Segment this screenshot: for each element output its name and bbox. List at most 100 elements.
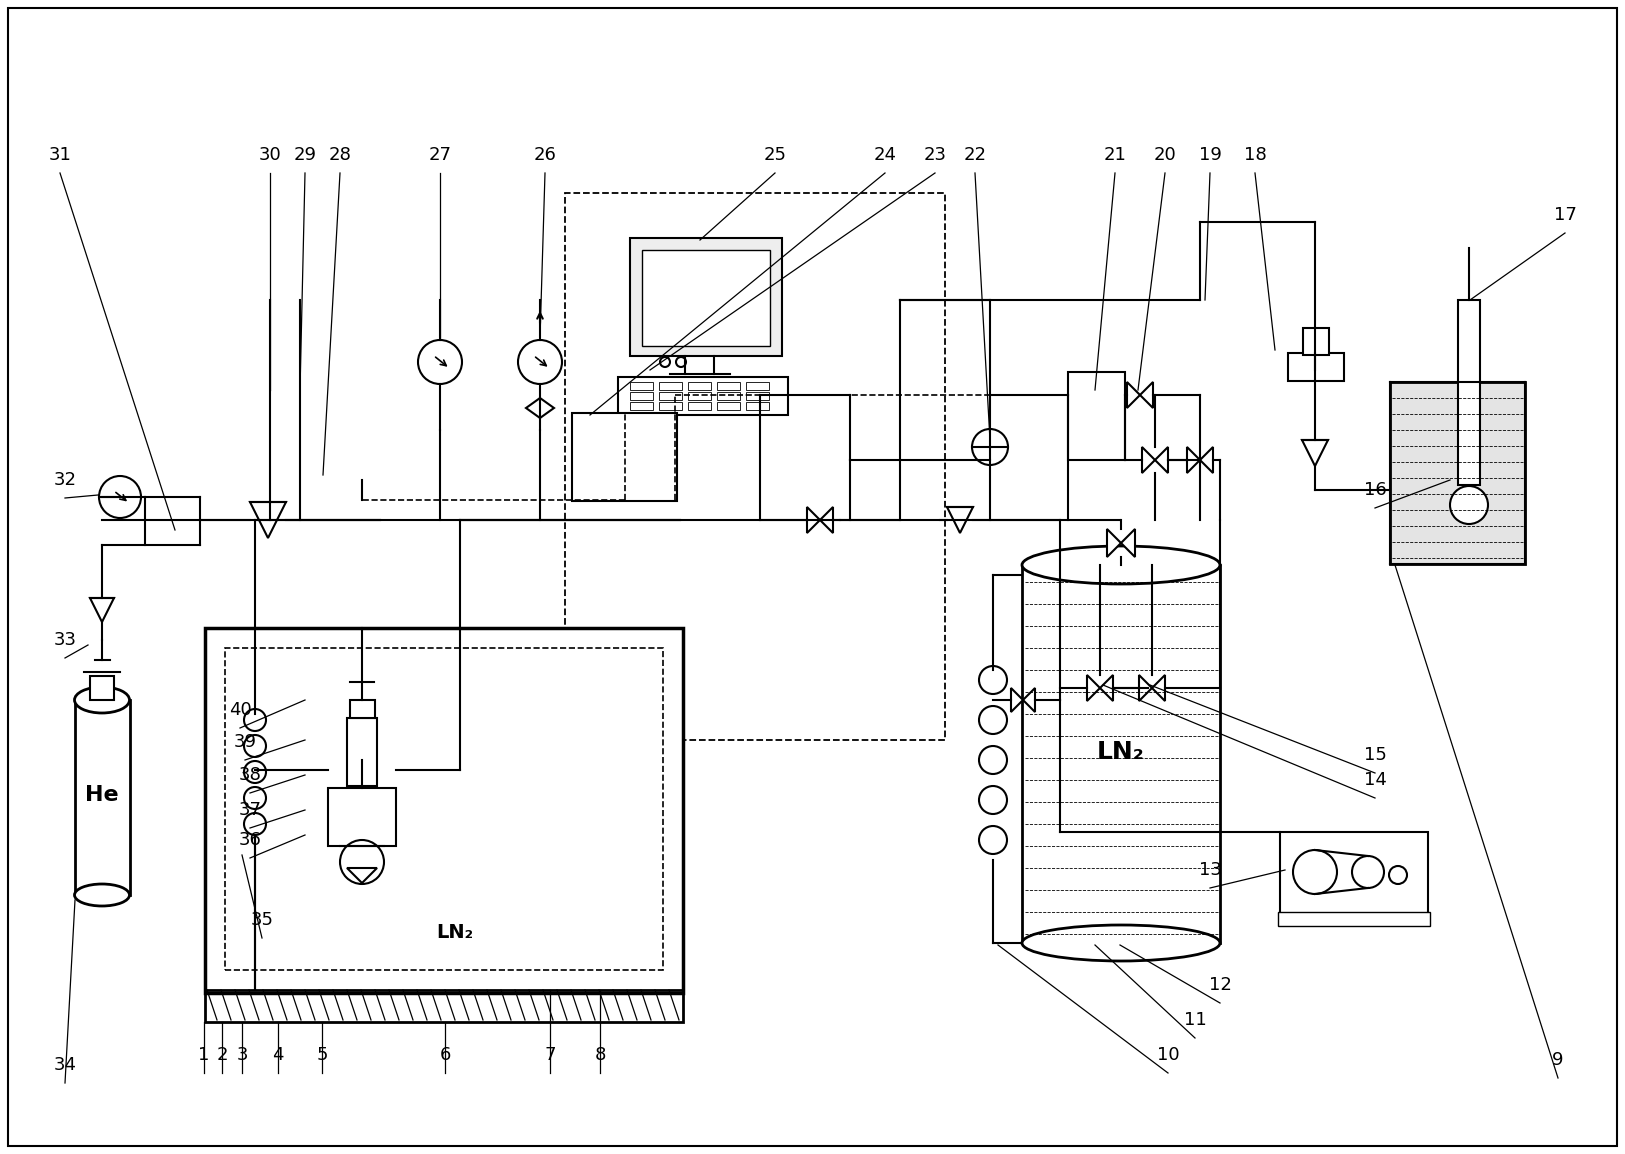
Circle shape	[972, 429, 1008, 465]
Bar	[746, 382, 769, 390]
Polygon shape	[1087, 675, 1100, 700]
Text: He: He	[84, 785, 119, 805]
Polygon shape	[348, 868, 377, 883]
Polygon shape	[808, 507, 821, 533]
Ellipse shape	[1022, 926, 1220, 961]
Polygon shape	[89, 598, 114, 622]
Bar	[1289, 353, 1344, 381]
Text: 16: 16	[1363, 481, 1386, 499]
Bar	[630, 382, 653, 390]
Bar	[717, 392, 739, 400]
Text: 22: 22	[964, 147, 986, 164]
Text: 34: 34	[54, 1056, 76, 1074]
Polygon shape	[821, 507, 834, 533]
Text: LN₂: LN₂	[1097, 740, 1146, 764]
Text: 24: 24	[874, 147, 897, 164]
Polygon shape	[947, 507, 973, 533]
Bar	[642, 250, 770, 346]
Ellipse shape	[75, 687, 130, 713]
Bar	[75, 700, 130, 896]
Bar	[687, 392, 712, 400]
Text: 3: 3	[236, 1046, 247, 1064]
Bar	[1068, 372, 1124, 460]
Polygon shape	[1142, 447, 1155, 473]
Bar	[717, 382, 739, 390]
Text: 19: 19	[1199, 147, 1222, 164]
Text: 2: 2	[216, 1046, 228, 1064]
Bar	[348, 718, 377, 786]
Text: 40: 40	[229, 700, 252, 719]
Text: 5: 5	[317, 1046, 328, 1064]
Text: 20: 20	[1154, 147, 1176, 164]
Bar	[89, 676, 114, 700]
Polygon shape	[1128, 382, 1141, 409]
Polygon shape	[1152, 675, 1165, 700]
Circle shape	[518, 340, 562, 384]
Text: 39: 39	[234, 733, 257, 751]
Text: 28: 28	[328, 147, 351, 164]
Text: 10: 10	[1157, 1046, 1180, 1064]
Bar	[630, 238, 782, 355]
Bar	[572, 413, 678, 501]
Bar	[660, 392, 682, 400]
Ellipse shape	[75, 884, 130, 906]
Text: LN₂: LN₂	[437, 922, 473, 942]
Text: 7: 7	[544, 1046, 556, 1064]
Circle shape	[1450, 486, 1488, 524]
Text: 21: 21	[1103, 147, 1126, 164]
Bar	[618, 377, 788, 415]
Text: 12: 12	[1209, 976, 1232, 994]
Text: 4: 4	[273, 1046, 284, 1064]
Bar	[660, 402, 682, 410]
Text: 1: 1	[198, 1046, 210, 1064]
Bar	[349, 700, 375, 718]
Text: 32: 32	[54, 471, 76, 489]
Bar	[1389, 382, 1524, 564]
Bar	[1303, 328, 1329, 355]
Bar	[630, 402, 653, 410]
Ellipse shape	[1022, 546, 1220, 584]
Text: 8: 8	[595, 1046, 606, 1064]
Bar	[630, 392, 653, 400]
Polygon shape	[1107, 529, 1121, 557]
Bar	[687, 382, 712, 390]
Text: 15: 15	[1363, 745, 1386, 764]
Text: 33: 33	[54, 631, 76, 649]
Circle shape	[418, 340, 461, 384]
Bar	[717, 402, 739, 410]
Bar	[687, 402, 712, 410]
Text: 36: 36	[239, 831, 262, 849]
Polygon shape	[1141, 382, 1154, 409]
Text: 17: 17	[1554, 207, 1576, 224]
Text: 6: 6	[439, 1046, 450, 1064]
Polygon shape	[1186, 447, 1199, 473]
Text: 25: 25	[764, 147, 786, 164]
Text: 26: 26	[533, 147, 556, 164]
Bar	[1280, 832, 1428, 914]
Bar	[660, 382, 682, 390]
Bar	[205, 628, 682, 992]
Polygon shape	[1155, 447, 1168, 473]
Bar	[746, 402, 769, 410]
Bar	[328, 788, 396, 846]
Bar	[746, 392, 769, 400]
Text: 31: 31	[49, 147, 72, 164]
Text: 23: 23	[923, 147, 946, 164]
Polygon shape	[1199, 447, 1212, 473]
Text: 18: 18	[1243, 147, 1266, 164]
Bar	[1458, 300, 1480, 485]
Text: 37: 37	[239, 801, 262, 819]
Polygon shape	[1100, 675, 1113, 700]
Text: 27: 27	[429, 147, 452, 164]
Text: 35: 35	[250, 911, 273, 929]
Polygon shape	[1302, 440, 1328, 466]
Bar	[1277, 912, 1430, 926]
Text: 9: 9	[1552, 1051, 1563, 1069]
Text: 13: 13	[1199, 861, 1222, 879]
Polygon shape	[1011, 688, 1024, 712]
Text: 30: 30	[258, 147, 281, 164]
Circle shape	[99, 475, 141, 518]
Text: 38: 38	[239, 766, 262, 784]
Polygon shape	[1139, 675, 1152, 700]
Polygon shape	[250, 502, 286, 538]
